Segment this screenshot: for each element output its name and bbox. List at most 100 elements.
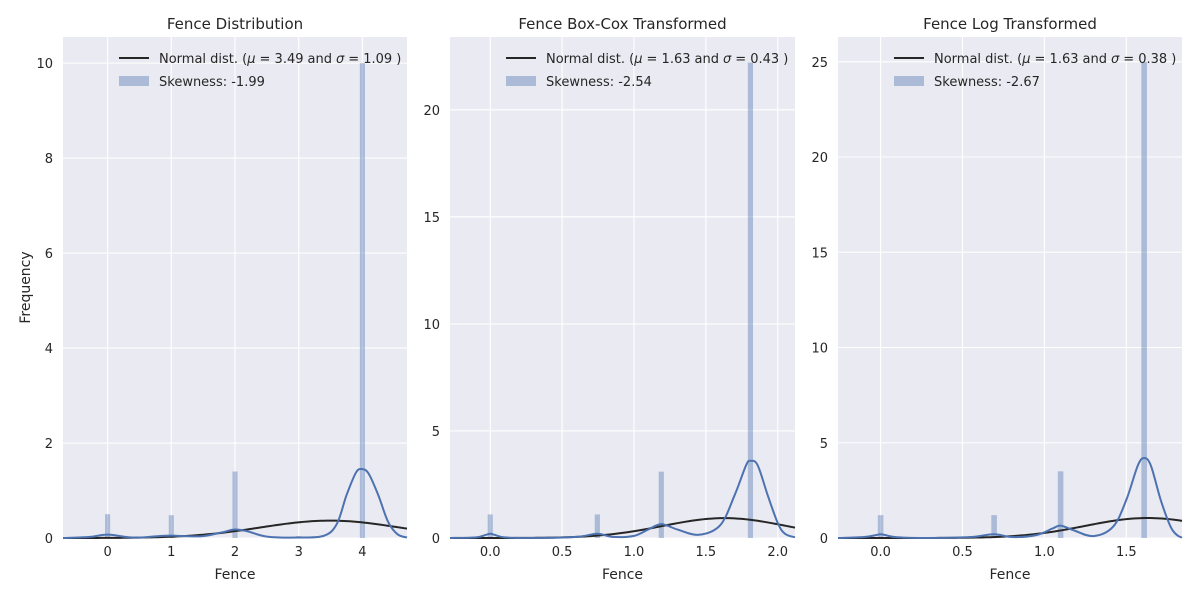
histogram-bar [991, 515, 997, 538]
kde-line [62, 467, 408, 539]
legend-label-part: and [1083, 52, 1107, 67]
y-tick-label: 10 [811, 342, 828, 357]
histogram-bars [877, 61, 1147, 539]
y-tick-label: 2 [45, 437, 53, 452]
y-tick-labels: 0 5 10 15 20 25 [811, 56, 828, 547]
y-tick-label: 0 [820, 532, 828, 547]
y-tick-label: 5 [820, 437, 828, 452]
x-tick-label: 0.5 [952, 545, 973, 560]
subplot-fence-boxcox: 0.0 0.5 1.0 1.5 2.0 0 5 10 15 20 Fence Box-Cox Tra… [423, 15, 796, 583]
histogram-bar [487, 514, 493, 538]
histogram-bar [1141, 61, 1147, 539]
histogram-bars [487, 62, 754, 538]
legend-label-part: σ [723, 52, 732, 67]
y-tick-label: 4 [45, 342, 53, 357]
chart-title: Fence Distribution [167, 15, 303, 33]
x-axis-label: Fence [989, 567, 1030, 583]
y-tick-label: 0 [45, 532, 53, 547]
x-axis-label: Fence [214, 567, 255, 583]
histogram-bar [747, 62, 754, 538]
legend: Normal dist. (μ = 1.63 and σ = 0.43) Skewness… [506, 52, 788, 90]
histogram-bar [877, 515, 884, 538]
legend-label-part: and [695, 52, 719, 67]
legend-patch-swatch [894, 76, 924, 86]
x-tick-label: 0.5 [552, 545, 573, 560]
kde-line [449, 459, 796, 540]
legend-label-part: μ [1021, 52, 1030, 67]
x-tick-label: 1.0 [624, 545, 645, 560]
histogram-bar [359, 63, 365, 539]
subplot-fence-distribution: 0 1 2 3 4 0 2 4 6 8 10 Fence Distribution Fence Frequ… [18, 15, 408, 583]
legend-label-part: = 0.43 [735, 52, 779, 67]
x-tick-label: 1 [167, 545, 175, 560]
plot-area [450, 37, 795, 538]
legend-label-part: Normal dist. ( [934, 52, 1022, 67]
legend-label-part: σ [336, 52, 345, 67]
y-tick-label: 25 [811, 56, 828, 71]
x-tick-label: 1.0 [1034, 545, 1055, 560]
y-tick-label: 15 [811, 246, 828, 261]
y-tick-labels: 0 2 4 6 8 10 [36, 57, 53, 547]
histogram-bar [168, 515, 174, 538]
y-tick-label: 10 [36, 57, 53, 72]
y-tick-label: 6 [45, 247, 53, 262]
legend-label-part: ) [1171, 52, 1176, 67]
gridlines [838, 37, 1182, 539]
legend-label-part: Normal dist. ( [546, 52, 634, 67]
legend-label-part: and [308, 52, 332, 67]
y-tick-label: 5 [432, 425, 440, 440]
legend-skewness-label: Skewness: -1.99 [159, 75, 265, 90]
legend-label-part: μ [246, 52, 255, 67]
chart-title: Fence Box-Cox Transformed [518, 15, 726, 33]
histogram-bar [232, 471, 238, 538]
legend-label-part: μ [633, 52, 642, 67]
y-axis-label: Frequency [18, 251, 34, 323]
x-tick-labels: 0.0 0.5 1.0 1.5 2.0 [480, 545, 788, 560]
legend-label-part: σ [1111, 52, 1120, 67]
y-tick-label: 20 [811, 151, 828, 166]
histogram-bar [658, 471, 664, 538]
x-tick-label: 1.5 [1116, 545, 1137, 560]
kde-line [837, 456, 1183, 540]
chart-title: Fence Log Transformed [923, 15, 1097, 33]
y-tick-label: 20 [423, 104, 440, 119]
x-axis-label: Fence [602, 567, 643, 583]
legend-label-part: Normal dist. ( [159, 52, 247, 67]
legend-label-part: = 1.63 [1035, 52, 1079, 67]
legend-label-part: = 0.38 [1123, 52, 1167, 67]
x-tick-label: 4 [358, 545, 366, 560]
legend-normal-label: Normal dist. (μ = 1.63 and σ = 0.43) [546, 52, 788, 67]
y-tick-label: 8 [45, 152, 53, 167]
x-tick-label: 1.5 [696, 545, 717, 560]
x-tick-label: 2 [231, 545, 239, 560]
y-tick-label: 15 [423, 211, 440, 226]
legend-normal-label: Normal dist. (μ = 3.49 and σ = 1.09) [159, 52, 401, 67]
subplot-fence-log: 0.0 0.5 1.0 1.5 0 5 10 15 20 25 Fence Log Transfor… [811, 15, 1183, 583]
legend-label-part: = 1.09 [348, 52, 392, 67]
plot-area [838, 37, 1182, 538]
legend: Normal dist. (μ = 3.49 and σ = 1.09) Skewness… [119, 52, 401, 90]
legend-label-part: = 3.49 [260, 52, 304, 67]
histogram-bar [1057, 471, 1064, 538]
x-tick-label: 2.0 [767, 545, 788, 560]
y-tick-label: 0 [432, 532, 440, 547]
histogram-bar [594, 514, 600, 538]
y-tick-labels: 0 5 10 15 20 [423, 104, 440, 547]
x-tick-labels: 0 1 2 3 4 [103, 545, 366, 560]
legend-label-part: ) [396, 52, 401, 67]
legend-patch-swatch [119, 76, 149, 86]
normal-fit-line [63, 519, 408, 539]
legend-patch-swatch [506, 76, 536, 86]
x-tick-label: 0.0 [480, 545, 501, 560]
gridlines [63, 37, 407, 539]
legend: Normal dist. (μ = 1.63 and σ = 0.38) Skewness… [894, 52, 1176, 90]
legend-normal-label: Normal dist. (μ = 1.63 and σ = 0.38) [934, 52, 1176, 67]
histogram-bar [105, 514, 111, 538]
legend-skewness-label: Skewness: -2.67 [934, 75, 1040, 90]
legend-skewness-label: Skewness: -2.54 [546, 75, 652, 90]
legend-label-part: = 1.63 [647, 52, 691, 67]
legend-label-part: ) [783, 52, 788, 67]
x-tick-label: 3 [295, 545, 303, 560]
x-tick-label: 0 [103, 545, 111, 560]
